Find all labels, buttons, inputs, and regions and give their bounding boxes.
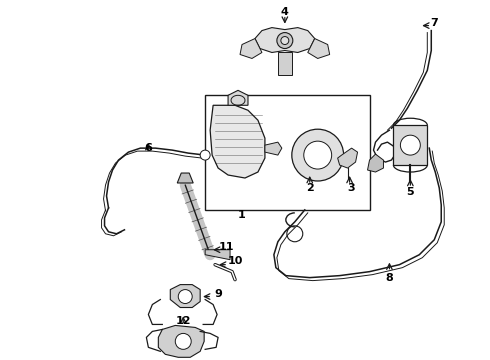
Polygon shape	[158, 325, 204, 357]
Text: 11: 11	[219, 242, 234, 252]
Text: 4: 4	[281, 6, 289, 17]
Circle shape	[292, 129, 343, 181]
Polygon shape	[228, 90, 248, 105]
Circle shape	[178, 289, 192, 303]
Text: 9: 9	[214, 289, 222, 298]
Text: 2: 2	[306, 183, 314, 193]
Polygon shape	[265, 142, 282, 155]
Text: 10: 10	[227, 256, 243, 266]
Polygon shape	[205, 250, 230, 260]
Polygon shape	[177, 173, 193, 183]
Polygon shape	[393, 125, 427, 165]
Text: 12: 12	[175, 316, 191, 327]
Text: 8: 8	[386, 273, 393, 283]
Circle shape	[281, 37, 289, 45]
Circle shape	[277, 32, 293, 49]
Circle shape	[175, 333, 191, 349]
Text: 5: 5	[407, 187, 414, 197]
Polygon shape	[255, 28, 315, 53]
Polygon shape	[240, 39, 262, 58]
Polygon shape	[308, 39, 330, 58]
Polygon shape	[210, 105, 265, 178]
Circle shape	[200, 150, 210, 160]
Text: 1: 1	[238, 210, 246, 220]
Text: 7: 7	[430, 18, 438, 28]
Polygon shape	[278, 53, 292, 75]
Circle shape	[400, 135, 420, 155]
Text: 6: 6	[145, 143, 152, 153]
Text: 3: 3	[348, 183, 355, 193]
Circle shape	[304, 141, 332, 169]
Polygon shape	[171, 285, 200, 307]
Polygon shape	[368, 154, 384, 172]
Bar	[205, 95, 369, 210]
Polygon shape	[338, 148, 358, 168]
